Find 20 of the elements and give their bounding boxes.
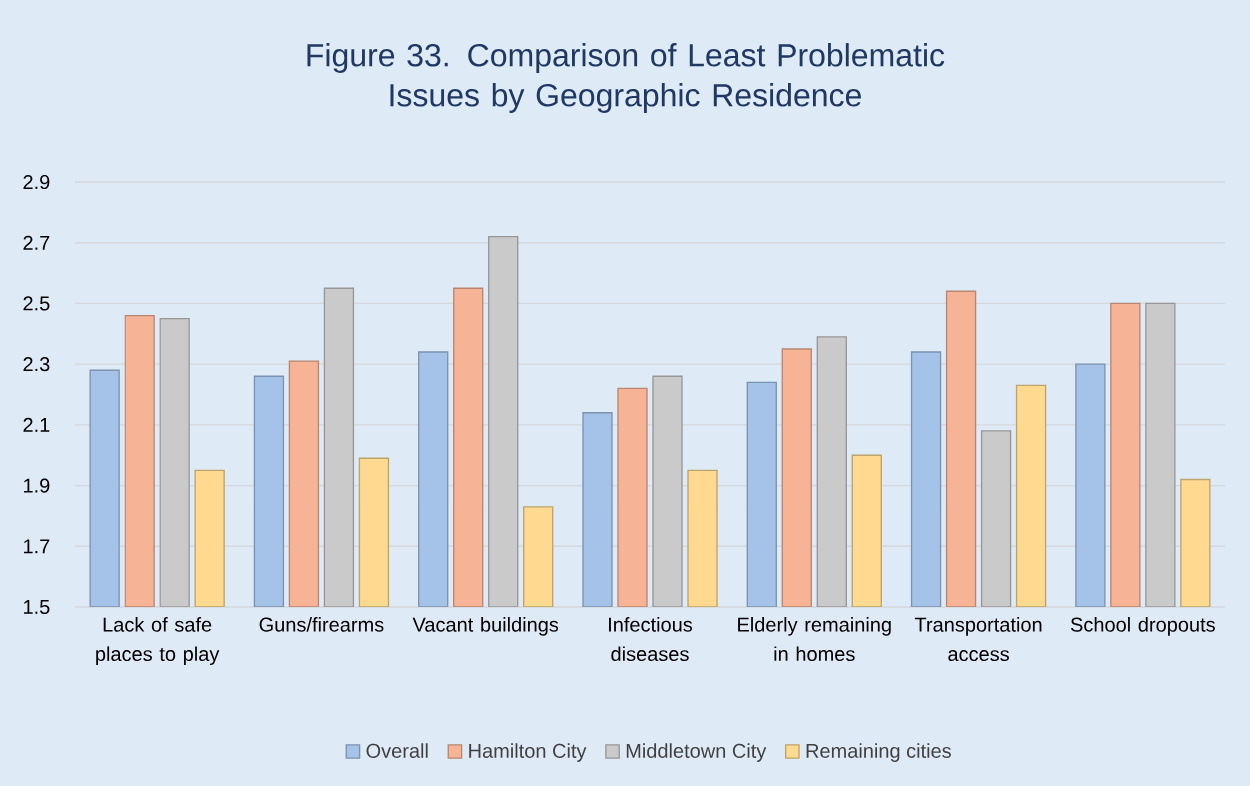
y-tick-label: 1.7: [24, 539, 50, 554]
x-tick-label: Elderly remaining in homes: [738, 617, 891, 662]
y-tick-label: 2.5: [23, 296, 50, 311]
x-tick-label: Vacant buildings: [412, 617, 559, 636]
y-tick-label: 2.9: [23, 174, 50, 190]
y-tick-label: 2.7: [23, 235, 50, 250]
x-tick-label: Infectious diseases: [609, 617, 693, 662]
legend-label: Remaining cities: [806, 743, 951, 762]
x-tick-label: Transportation access: [914, 617, 1042, 662]
chart-title: Figure 33. Comparison of Least Problematic Issues by Geographic Residence: [307, 43, 945, 113]
y-tick-label: 2.3: [23, 357, 50, 372]
x-tick-label: Guns/firearms: [259, 617, 384, 632]
y-tick-label: 1.5: [24, 600, 50, 614]
legend-label: Middletown City: [626, 743, 767, 762]
x-tick-label: School dropouts: [1070, 617, 1215, 636]
legend-label: Overall: [366, 743, 428, 758]
y-tick-label: 2.1: [23, 417, 50, 432]
legend-label: Hamilton City: [469, 743, 587, 762]
y-tick-label: 1.9: [24, 478, 50, 493]
x-tick-label: Lack of safe places to play: [96, 617, 220, 666]
